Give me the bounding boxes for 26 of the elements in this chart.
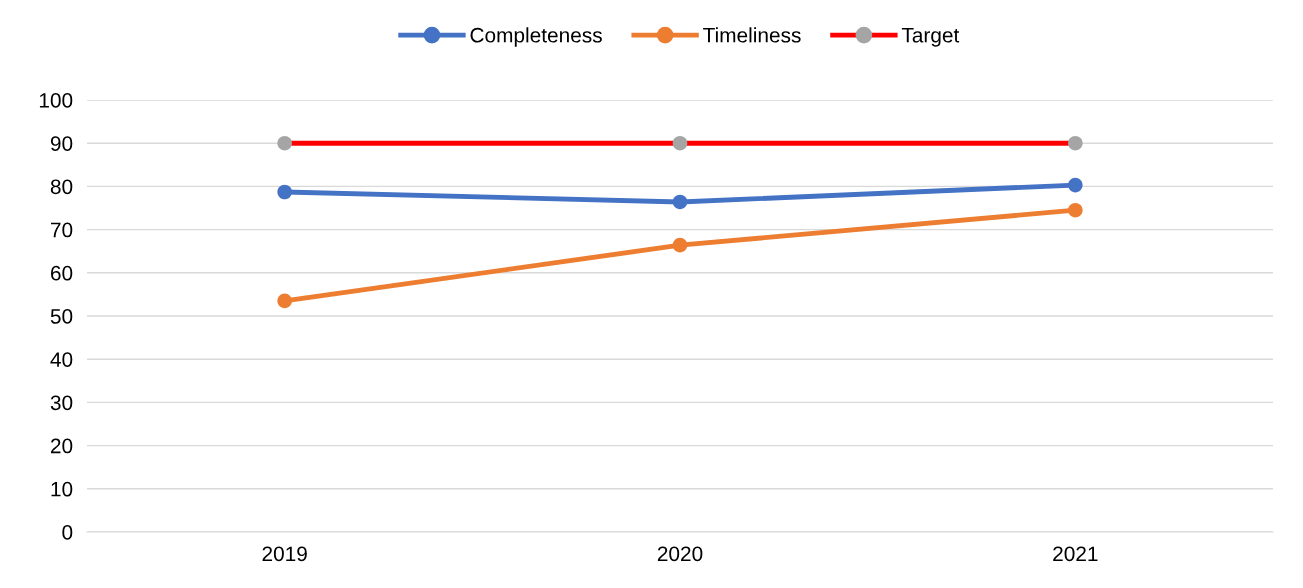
y-tick-label: 0 — [62, 525, 73, 540]
x-tick-label: 2019 — [262, 546, 307, 562]
y-tick-label: 20 — [50, 438, 73, 454]
point — [672, 194, 688, 210]
y-tick-label: 100 — [39, 93, 73, 108]
point — [672, 237, 688, 253]
y-tick-label: 60 — [51, 265, 73, 281]
x-tick-label: 2021 — [1053, 546, 1098, 562]
y-tick-label: 30 — [50, 395, 73, 411]
point — [1068, 202, 1083, 218]
point — [277, 293, 292, 309]
legend-label: Completeness — [470, 27, 602, 47]
y-tick-label: 70 — [51, 222, 73, 238]
legend-label: Timeliness — [703, 27, 801, 43]
point — [277, 184, 292, 200]
y-tick-label: 50 — [50, 309, 73, 324]
point — [1068, 177, 1083, 193]
y-tick-label: 80 — [50, 179, 73, 195]
y-tick-label: 90 — [50, 136, 73, 151]
y-tick-label: 40 — [50, 352, 73, 367]
legend-label: Target — [901, 28, 960, 47]
y-tick-label: 10 — [51, 481, 73, 497]
point — [277, 135, 292, 151]
point — [1068, 135, 1083, 151]
point — [672, 135, 688, 151]
x-tick-label: 2020 — [657, 546, 703, 562]
